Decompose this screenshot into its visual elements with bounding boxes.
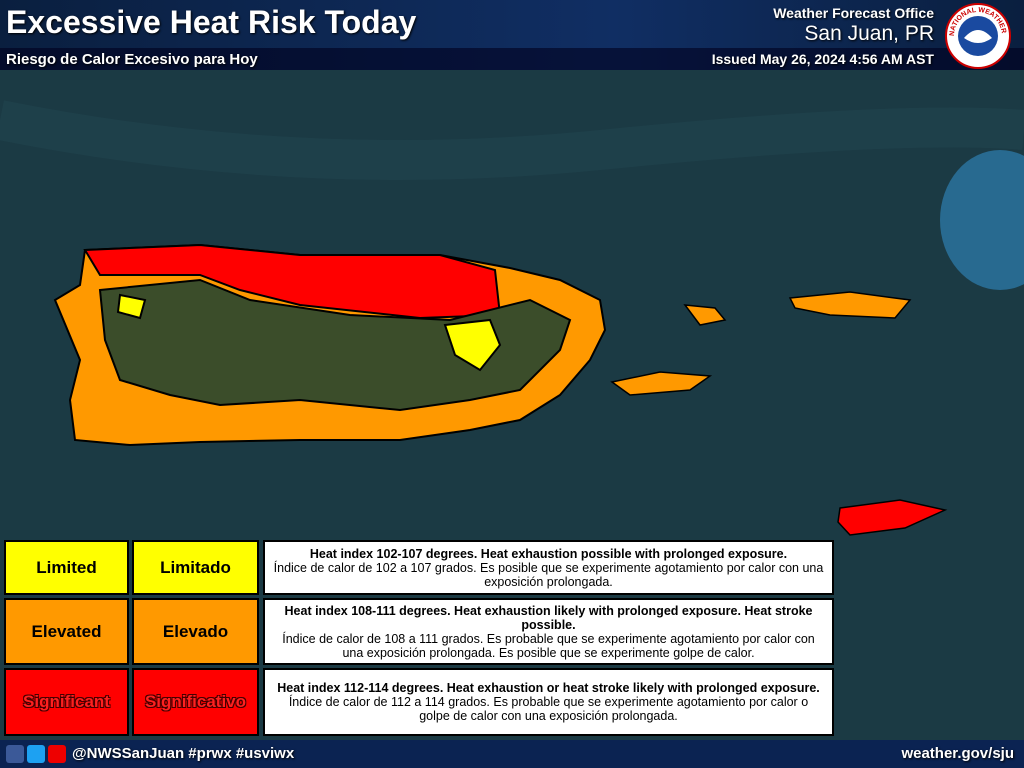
logo: NATIONAL WEATHER SERVICE — [944, 2, 1011, 69]
legend-row: Significant Significativo Heat index 112-1… — [4, 668, 834, 736]
level-description: Heat index 102-107 degrees. Heat exhaust… — [263, 540, 834, 595]
description-en: Heat index 108-111 degrees. Heat exhaust… — [284, 603, 813, 632]
url: weather.gov/sju — [901, 745, 1014, 762]
level-spanish: Limitado — [132, 540, 259, 595]
level-spanish: Elevado — [132, 598, 259, 665]
subtitle-bar — [0, 48, 1024, 70]
footer-bar: @NWSSanJuan #prwx #usviwx weather.gov/sj… — [0, 740, 1024, 768]
description-es: Índice de calor de 112 a 114 grados. Es … — [288, 695, 809, 723]
level-english: Significant — [4, 668, 129, 736]
title: Excessive Heat Risk Today — [6, 4, 417, 40]
subtitle: Riesgo de Calor Excesivo para Hoy — [6, 51, 258, 68]
description-es: Índice de calor de 108 a 111 grados. Es … — [282, 631, 815, 660]
description-es: Índice de calor de 102 a 107 grados. Es … — [273, 560, 824, 589]
islands — [610, 291, 948, 536]
social-icons — [6, 745, 66, 763]
level-description: Heat index 112-114 degrees. Heat exhaust… — [263, 668, 834, 736]
description-en: Heat index 102-107 degrees. Heat exhaust… — [309, 546, 788, 561]
level-spanish: Significativo — [132, 668, 259, 736]
level-english: Elevated — [4, 598, 129, 665]
level-english: Limited — [4, 540, 129, 595]
puerto-rico — [53, 243, 607, 447]
social: @NWSSanJuan #prwx #usviwx — [72, 745, 295, 762]
level-description: Heat index 108-111 degrees. Heat exhaust… — [263, 598, 834, 665]
office: Weather Forecast Office — [773, 5, 934, 21]
description-en: Heat index 112-114 degrees. Heat exhaust… — [277, 681, 820, 695]
location: San Juan, PR — [804, 22, 934, 45]
legend-row: Elevated Elevado Heat index 108-111 degree… — [4, 598, 834, 665]
issued: Issued May 26, 2024 4:56 AM AST — [711, 51, 934, 67]
legend-row: Limited Limitado Heat index 102-107 degree… — [4, 540, 834, 595]
